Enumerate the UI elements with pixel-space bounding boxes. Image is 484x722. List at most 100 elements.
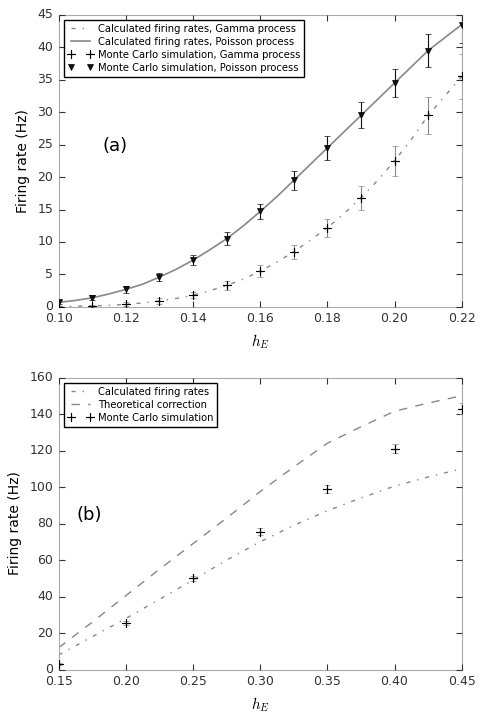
Monte Carlo simulation, Gamma process [224, 281, 229, 290]
Calculated firing rates, Gamma process [257, 267, 263, 276]
Monte Carlo simulation, Gamma process [392, 157, 397, 165]
Calculated firing rates, Gamma process [73, 302, 78, 310]
Monte Carlo simulation, Poisson process [257, 207, 263, 216]
Calculated firing rates, Poisson process [392, 79, 397, 87]
Y-axis label: Firing rate (Hz): Firing rate (Hz) [16, 109, 30, 213]
Theoretical correction [257, 487, 263, 496]
Calculated firing rates, Gamma process [190, 291, 196, 300]
Legend: Calculated firing rates, Theoretical correction, Monte Carlo simulation: Calculated firing rates, Theoretical cor… [64, 383, 217, 427]
Y-axis label: Firing rate (Hz): Firing rate (Hz) [8, 471, 22, 575]
Calculated firing rates [56, 651, 61, 659]
Theoretical correction [425, 399, 431, 407]
Calculated firing rates, Gamma process [341, 209, 347, 218]
Calculated firing rates, Poisson process [190, 256, 196, 264]
Monte Carlo simulation, Poisson process [324, 144, 330, 152]
Monte Carlo simulation, Poisson process [291, 176, 297, 185]
Calculated firing rates, Poisson process [140, 280, 146, 289]
Monte Carlo simulation, Gamma process [257, 267, 263, 276]
X-axis label: $h_E$: $h_E$ [251, 695, 270, 713]
Theoretical correction [90, 618, 95, 627]
Line: Monte Carlo simulation, Gamma process: Monte Carlo simulation, Gamma process [55, 72, 466, 310]
Calculated firing rates [123, 614, 129, 623]
Calculated firing rates, Gamma process [207, 287, 213, 295]
Monte Carlo simulation, Gamma process [56, 303, 61, 311]
Calculated firing rates, Gamma process [123, 300, 129, 308]
Line: Theoretical correction: Theoretical correction [59, 396, 462, 648]
Theoretical correction [156, 565, 162, 573]
Calculated firing rates, Poisson process [291, 176, 297, 185]
Calculated firing rates, Poisson process [207, 245, 213, 254]
Calculated firing rates [257, 537, 263, 546]
Monte Carlo simulation, Poisson process [56, 298, 61, 307]
Monte Carlo simulation, Gamma process [459, 72, 465, 81]
Line: Monte Carlo simulation: Monte Carlo simulation [55, 404, 466, 669]
Theoretical correction [324, 439, 330, 448]
Calculated firing rates, Poisson process [308, 160, 314, 168]
Monte Carlo simulation [392, 444, 397, 453]
Line: Calculated firing rates: Calculated firing rates [59, 469, 462, 655]
Calculated firing rates, Poisson process [459, 20, 465, 29]
Calculated firing rates, Poisson process [324, 144, 330, 152]
Monte Carlo simulation [324, 484, 330, 493]
Calculated firing rates, Poisson process [173, 265, 179, 274]
Theoretical correction [459, 391, 465, 400]
Calculated firing rates, Poisson process [408, 62, 414, 71]
Calculated firing rates [324, 506, 330, 515]
Legend: Calculated firing rates, Gamma process, Calculated firing rates, Poisson process: Calculated firing rates, Gamma process, … [64, 19, 304, 77]
Calculated firing rates, Poisson process [73, 296, 78, 305]
Theoretical correction [123, 591, 129, 600]
Calculated firing rates, Gamma process [324, 223, 330, 232]
Calculated firing rates, Poisson process [123, 285, 129, 294]
Calculated firing rates, Gamma process [308, 235, 314, 244]
Text: (b): (b) [76, 506, 102, 524]
Monte Carlo simulation [123, 619, 129, 627]
Line: Calculated firing rates, Gamma process: Calculated firing rates, Gamma process [59, 77, 462, 307]
Calculated firing rates [291, 521, 297, 530]
Calculated firing rates, Poisson process [425, 46, 431, 55]
Calculated firing rates, Gamma process [156, 297, 162, 305]
Monte Carlo simulation, Gamma process [90, 302, 95, 310]
Theoretical correction [358, 422, 364, 431]
Calculated firing rates, Poisson process [257, 207, 263, 216]
Calculated firing rates, Poisson process [442, 33, 448, 42]
Calculated firing rates, Poisson process [274, 192, 280, 201]
Calculated firing rates, Poisson process [56, 298, 61, 307]
Calculated firing rates, Gamma process [90, 302, 95, 310]
Calculated firing rates, Gamma process [173, 294, 179, 303]
Calculated firing rates, Poisson process [375, 95, 381, 103]
Theoretical correction [224, 514, 229, 523]
Monte Carlo simulation, Gamma process [358, 193, 364, 202]
Monte Carlo simulation [257, 527, 263, 536]
Calculated firing rates, Gamma process [274, 258, 280, 266]
Monte Carlo simulation, Gamma process [324, 223, 330, 232]
Line: Monte Carlo simulation, Poisson process: Monte Carlo simulation, Poisson process [56, 22, 465, 305]
Calculated firing rates, Gamma process [459, 72, 465, 81]
Calculated firing rates [190, 575, 196, 584]
Calculated firing rates, Gamma process [425, 111, 431, 120]
Theoretical correction [56, 643, 61, 652]
Calculated firing rates, Gamma process [140, 299, 146, 308]
Monte Carlo simulation, Poisson process [190, 256, 196, 264]
Calculated firing rates [459, 464, 465, 473]
Calculated firing rates [224, 556, 229, 565]
Calculated firing rates, Gamma process [375, 176, 381, 185]
Calculated firing rates, Gamma process [392, 157, 397, 165]
Monte Carlo simulation, Poisson process [156, 273, 162, 282]
Calculated firing rates, Gamma process [291, 248, 297, 256]
Line: Calculated firing rates, Poisson process: Calculated firing rates, Poisson process [59, 25, 462, 303]
Monte Carlo simulation, Poisson process [392, 79, 397, 87]
Calculated firing rates [425, 473, 431, 482]
Calculated firing rates, Gamma process [408, 135, 414, 144]
X-axis label: $h_E$: $h_E$ [251, 332, 270, 351]
Monte Carlo simulation [56, 660, 61, 669]
Theoretical correction [392, 407, 397, 416]
Monte Carlo simulation, Gamma process [156, 297, 162, 305]
Monte Carlo simulation, Poisson process [224, 235, 229, 243]
Calculated firing rates, Gamma process [56, 303, 61, 311]
Calculated firing rates, Gamma process [106, 301, 112, 310]
Monte Carlo simulation, Poisson process [425, 46, 431, 55]
Calculated firing rates [156, 595, 162, 604]
Monte Carlo simulation, Gamma process [190, 291, 196, 300]
Monte Carlo simulation, Poisson process [358, 111, 364, 120]
Monte Carlo simulation, Gamma process [123, 300, 129, 308]
